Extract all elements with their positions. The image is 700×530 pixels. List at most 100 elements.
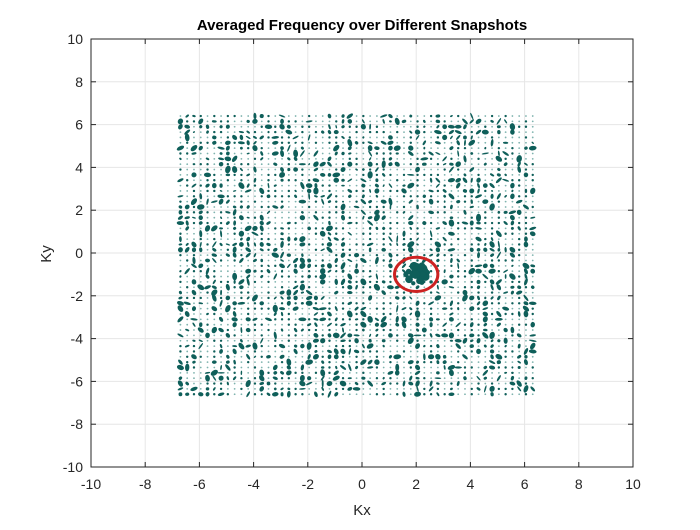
data-point — [267, 350, 270, 353]
data-point — [348, 382, 351, 385]
data-point — [212, 140, 217, 145]
data-point — [362, 269, 365, 273]
data-point — [476, 338, 481, 344]
data-point — [360, 321, 367, 328]
data-point — [287, 227, 291, 230]
data-point — [305, 290, 313, 296]
data-point — [408, 145, 414, 151]
data-point — [382, 259, 385, 262]
data-point — [369, 307, 372, 310]
data-point — [335, 115, 338, 117]
data-point — [254, 173, 256, 176]
data-point — [220, 275, 222, 278]
data-point — [502, 151, 509, 156]
data-point — [226, 280, 230, 284]
data-point — [367, 380, 374, 387]
data-point — [308, 222, 311, 224]
data-point — [442, 124, 448, 130]
data-point — [294, 173, 297, 176]
data-point — [244, 189, 252, 193]
data-point — [502, 306, 510, 311]
data-point — [477, 232, 480, 235]
data-point — [240, 211, 243, 214]
data-point — [403, 147, 405, 150]
data-point — [403, 216, 405, 219]
data-point — [355, 184, 358, 187]
data-point — [360, 359, 367, 365]
data-point — [369, 211, 372, 214]
data-point — [443, 173, 446, 176]
data-point — [362, 275, 365, 278]
data-point — [448, 219, 455, 227]
data-point — [281, 131, 283, 133]
data-point — [348, 200, 351, 203]
data-point — [362, 189, 365, 193]
data-point — [294, 189, 297, 193]
data-point — [470, 232, 473, 235]
data-point — [455, 322, 461, 328]
data-point — [226, 264, 229, 267]
data-point — [225, 253, 230, 257]
data-point — [416, 385, 419, 393]
data-point — [287, 312, 291, 316]
data-point — [341, 248, 345, 251]
data-point — [490, 392, 494, 397]
data-point — [497, 184, 500, 187]
data-point — [389, 323, 392, 326]
data-point — [477, 200, 480, 203]
data-point — [469, 205, 474, 209]
data-point — [299, 236, 306, 243]
data-point — [341, 151, 345, 156]
data-point — [524, 236, 528, 242]
data-point — [197, 204, 205, 210]
data-point — [525, 254, 527, 257]
data-point — [226, 206, 229, 208]
data-point — [450, 211, 453, 214]
data-point — [246, 353, 251, 360]
data-point — [396, 235, 399, 243]
data-point — [504, 125, 507, 128]
data-point — [210, 200, 218, 203]
data-point — [511, 238, 514, 240]
data-point — [335, 361, 338, 364]
data-point — [414, 391, 421, 397]
data-point — [360, 278, 367, 286]
data-point — [362, 371, 365, 375]
data-point — [308, 307, 311, 310]
data-point — [280, 302, 284, 305]
data-point — [477, 251, 481, 259]
data-point — [206, 339, 209, 342]
data-point — [274, 227, 277, 230]
data-point — [457, 387, 460, 390]
data-point — [477, 125, 480, 128]
data-point — [193, 377, 195, 380]
data-point — [179, 253, 182, 257]
data-point — [218, 198, 224, 205]
data-point — [280, 141, 284, 144]
data-point — [382, 237, 385, 241]
data-point — [457, 297, 460, 299]
data-point — [347, 119, 353, 124]
data-point — [206, 345, 209, 347]
data-point — [369, 259, 372, 262]
data-point — [177, 316, 184, 323]
data-point — [450, 200, 453, 203]
data-point — [531, 291, 534, 294]
data-point — [348, 206, 351, 208]
data-point — [321, 211, 324, 214]
data-point — [315, 206, 317, 208]
data-point — [281, 323, 283, 326]
data-point — [497, 141, 500, 144]
data-point — [246, 162, 250, 166]
data-point — [260, 179, 263, 182]
data-point — [219, 183, 223, 188]
data-point — [186, 173, 189, 176]
data-point — [308, 152, 311, 155]
data-point — [381, 247, 386, 252]
data-point — [435, 333, 441, 338]
highlight-blob-point — [405, 275, 413, 284]
data-point — [335, 141, 338, 144]
data-point — [367, 171, 373, 179]
data-point — [292, 285, 299, 290]
data-point — [274, 329, 277, 331]
